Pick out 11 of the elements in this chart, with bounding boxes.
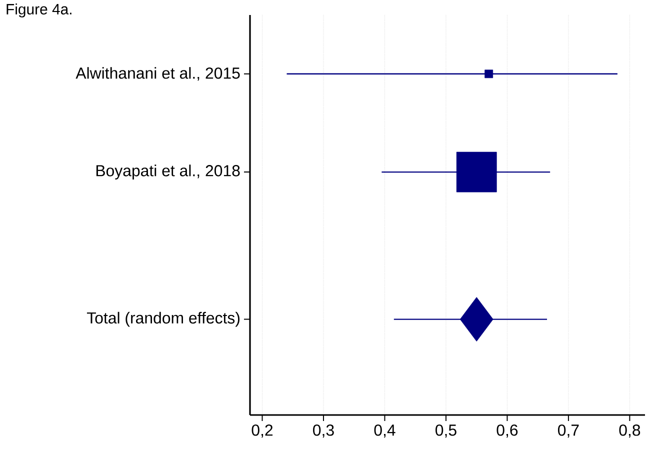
x-tick-label: 0,6 (496, 424, 518, 438)
x-tick-label: 0,5 (436, 424, 456, 438)
text: Figure 4a. (6, 4, 72, 18)
x-tick-label: 0,8 (619, 424, 640, 438)
y-tick-label: Total (random effects) (86, 312, 240, 327)
x-tick-label: 0,2 (252, 424, 273, 438)
x-tick-label: 0,3 (313, 424, 334, 438)
y-tick-label: Alwithanani et al., 2015 (76, 67, 240, 81)
y-tick-label: Boyapati et al., 2018 (96, 164, 240, 180)
x-tick-label: 0,4 (374, 424, 396, 438)
x-tick-label: 0,7 (558, 424, 579, 438)
